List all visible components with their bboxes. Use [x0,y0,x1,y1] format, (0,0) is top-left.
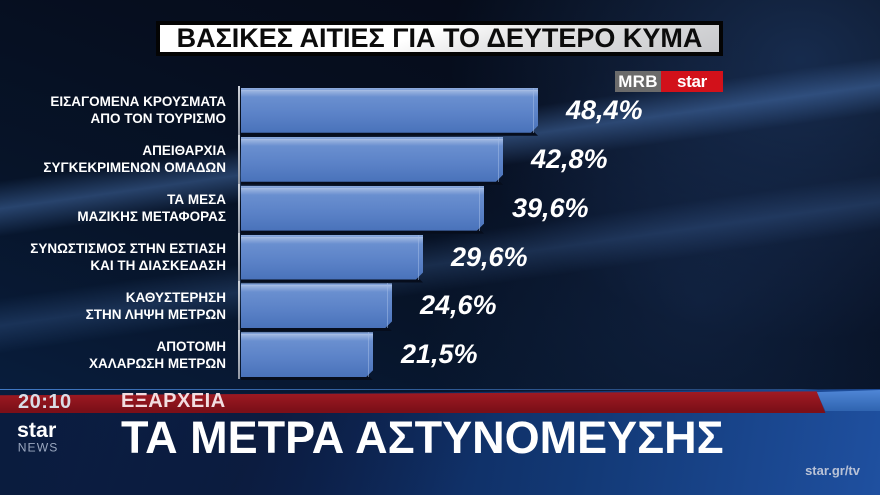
svg-text:star: star [17,418,56,442]
svg-text:NEWS: NEWS [18,440,59,454]
